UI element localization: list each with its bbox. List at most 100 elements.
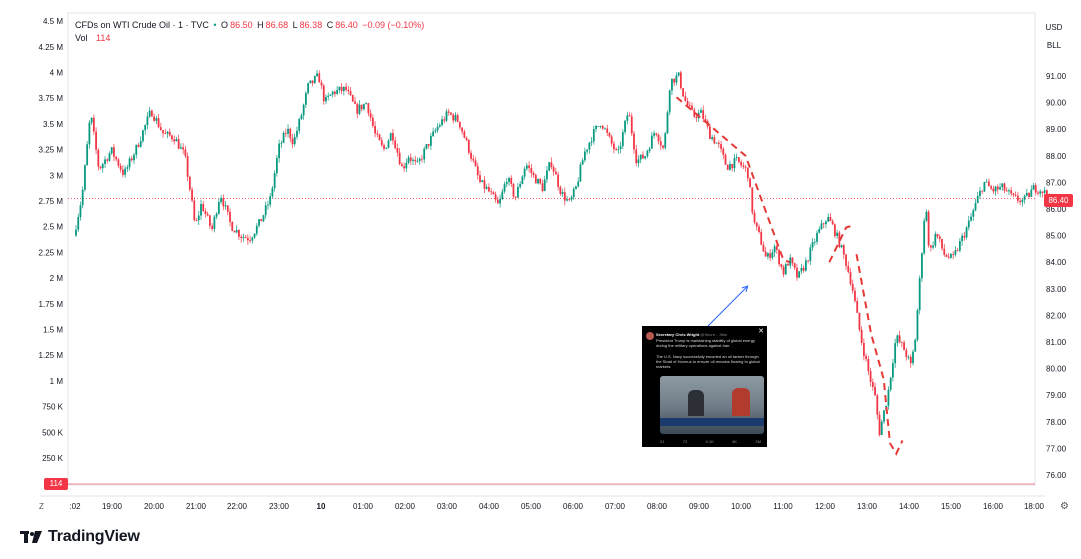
candle-down (874, 386, 876, 396)
candle-down (704, 118, 707, 121)
unit-label[interactable]: BLL (1046, 41, 1062, 50)
candle-down (195, 220, 198, 221)
candle-down (188, 176, 191, 190)
candle-down (159, 127, 162, 131)
time-tick-label: 08:00 (647, 502, 668, 511)
candle-up (258, 219, 260, 226)
candle-down (467, 139, 470, 153)
price-tick-label: 81.00 (1046, 338, 1067, 347)
candle-up (224, 205, 227, 207)
tradingview-brand[interactable]: TradingView (20, 528, 140, 546)
candle-down (450, 112, 452, 115)
candle-down (963, 235, 966, 238)
candle-down (554, 171, 557, 175)
candle-up (327, 95, 330, 97)
candle-down (483, 180, 486, 189)
tweet-text-1: President Trump is maintaining stability… (656, 338, 755, 348)
candle-down (559, 186, 562, 194)
time-tick-label: 15:00 (941, 502, 962, 511)
candle-up (300, 115, 303, 120)
candle-down (865, 356, 868, 359)
time-tick-label: 21:00 (186, 502, 207, 511)
candle-down (374, 125, 376, 134)
brand-name: TradingView (48, 528, 140, 545)
candle-down (334, 91, 336, 94)
candle-up (972, 210, 975, 217)
symbol-title[interactable]: CFDs on WTI Crude Oil · 1 · TVC (75, 20, 209, 30)
candle-up (110, 147, 113, 154)
candle-up (561, 192, 564, 194)
candle-down (427, 144, 430, 146)
candle-down (222, 198, 225, 207)
currency-label[interactable]: USD (1045, 23, 1063, 32)
candle-down (541, 183, 544, 192)
candle-up (581, 160, 584, 165)
candle-down (1005, 190, 1008, 192)
candle-up (180, 147, 182, 149)
candle-up (664, 133, 667, 148)
candle-down (318, 73, 321, 83)
volume-badge: 114 (44, 478, 68, 490)
candle-up (365, 103, 368, 105)
candle-up (269, 196, 272, 205)
arrow-annotation[interactable] (707, 285, 749, 327)
candle-down (869, 371, 872, 382)
candle-up (293, 136, 296, 145)
close-value: 86.40 (335, 20, 358, 30)
candle-up (275, 158, 278, 174)
candle-up (407, 157, 410, 163)
volume-tick-label: 4.5 M (43, 17, 63, 26)
time-tick-label: 12:00 (815, 502, 836, 511)
candle-up (646, 150, 649, 157)
candle-up (126, 167, 129, 169)
gear-icon[interactable]: ⚙ (1060, 501, 1069, 512)
candle-up (570, 197, 573, 200)
candle-up (896, 335, 899, 344)
low-value: 86.38 (299, 20, 323, 30)
candle-down (1034, 185, 1037, 193)
candle-down (510, 177, 513, 184)
dashed-trend-annotation[interactable] (675, 96, 790, 264)
candle-down (340, 86, 343, 92)
price-tick-label: 88.00 (1046, 152, 1067, 161)
candle-up (918, 278, 921, 311)
candle-up (155, 118, 158, 121)
candle-up (485, 186, 488, 189)
candle-down (512, 183, 515, 197)
candle-up (771, 252, 774, 258)
candle-up (637, 159, 640, 164)
candle-up (389, 133, 392, 141)
dashed-trend-annotation[interactable] (855, 254, 904, 456)
tweet-stat: 72 (682, 439, 688, 444)
candle-down (479, 175, 481, 182)
candle-down (472, 158, 475, 161)
candle-down (95, 131, 97, 150)
candle-up (820, 223, 823, 229)
volume-tick-label: 1.25 M (39, 351, 64, 360)
candle-up (650, 135, 653, 149)
candle-up (385, 147, 388, 149)
candle-up (124, 168, 127, 175)
candle-up (733, 158, 736, 169)
candle-up (800, 267, 803, 272)
candle-down (691, 105, 693, 110)
symbol-legend[interactable]: CFDs on WTI Crude Oil · 1 · TVC • O 86.50… (75, 20, 426, 30)
candle-down (722, 148, 725, 155)
candle-up (767, 253, 769, 257)
price-tick-label: 84.00 (1046, 258, 1067, 267)
reset-zoom-button[interactable]: Z (39, 502, 44, 511)
volume-legend[interactable]: Vol 114 (75, 33, 110, 43)
candle-up (432, 131, 435, 137)
candle-up (436, 126, 439, 131)
candle-down (463, 131, 466, 138)
candle-down (898, 335, 901, 343)
candle-up (1023, 195, 1026, 200)
candle-down (613, 143, 615, 150)
dashed-trend-annotation[interactable] (828, 224, 855, 263)
price-tick-label: 83.00 (1046, 285, 1067, 294)
candle-up (262, 215, 265, 222)
candle-down (860, 329, 863, 344)
candle-down (557, 174, 560, 187)
candle-up (921, 253, 923, 279)
